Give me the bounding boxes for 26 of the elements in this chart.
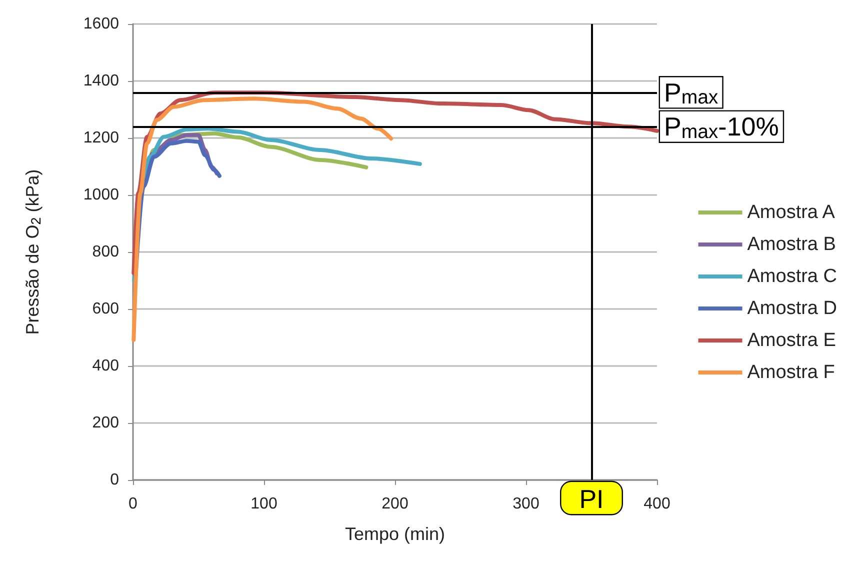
y-tick-label: 1000: [83, 186, 120, 204]
x-tick-label: 0: [128, 496, 138, 512]
y-tick-label: 1400: [83, 72, 120, 90]
x-tick-label: 100: [250, 496, 278, 512]
legend-label: Amostra D: [747, 298, 838, 319]
ref-line-label: Pmax: [664, 77, 718, 109]
x-tick-label: 200: [382, 496, 408, 512]
y-tick-label: 200: [92, 414, 120, 432]
y-tick-label: 600: [92, 300, 120, 318]
y-tick-label: 1200: [83, 130, 120, 146]
line-series: [132, 96, 394, 342]
y-tick-label: 1600: [83, 16, 120, 32]
x-tick-label: 300: [512, 496, 540, 512]
x-axis-title: Tempo (min): [344, 524, 446, 544]
legend-label: Amostra B: [747, 234, 836, 255]
ref-line-label: Pmax-10%: [664, 112, 779, 143]
legend-label: Amostra E: [747, 330, 836, 351]
y-tick-label: 800: [92, 244, 120, 260]
x-tick-label: 400: [644, 496, 670, 512]
ref-line-label: PI: [579, 484, 604, 514]
y-axis-title: Pressão de O2 (kPa): [22, 169, 44, 335]
legend-label: Amostra F: [747, 362, 835, 383]
y-tick-label: 400: [92, 358, 120, 374]
legend-label: Amostra C: [747, 266, 838, 287]
legend-label: Amostra A: [747, 202, 836, 223]
y-tick-label: 0: [110, 472, 120, 488]
